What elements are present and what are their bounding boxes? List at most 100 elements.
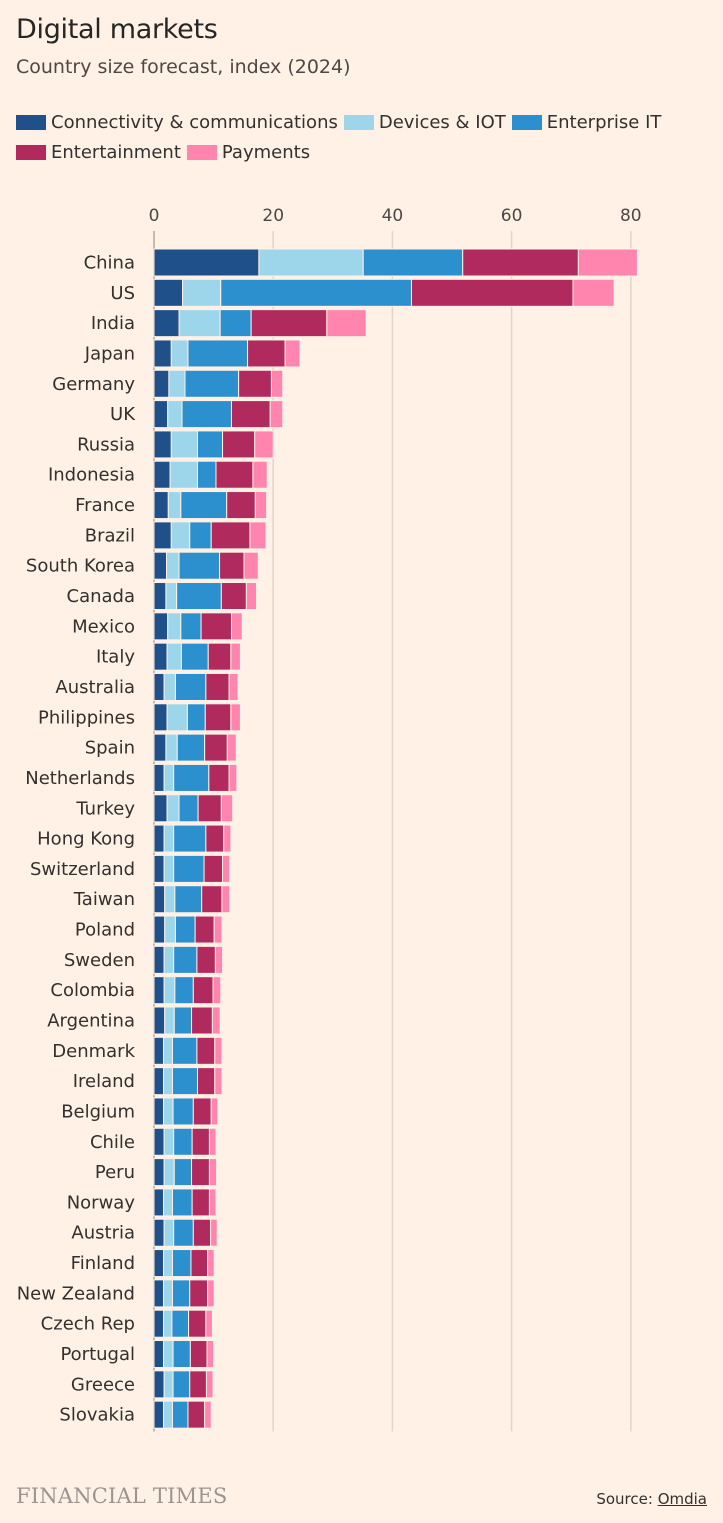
bar-segment: [164, 885, 176, 914]
bar-segment: [173, 824, 207, 853]
bar-segment: [207, 642, 232, 671]
bar-segment: [153, 1158, 165, 1187]
bar-segment: [173, 854, 205, 883]
bar-segment: [171, 1309, 190, 1338]
bar-segment: [207, 1279, 215, 1308]
bar-segment: [163, 1188, 173, 1217]
bar-segment: [180, 612, 202, 641]
bar-segment: [187, 1400, 206, 1429]
bar-segment: [214, 1036, 223, 1065]
bar-segment: [186, 703, 206, 732]
bar-segment: [182, 278, 222, 307]
bar-segment: [153, 369, 170, 398]
bar-segment: [172, 1370, 191, 1399]
bar-segment: [163, 1309, 173, 1338]
bar-segment: [153, 854, 165, 883]
legend-label: Connectivity & communications: [51, 111, 338, 133]
bar-segment: [191, 1127, 210, 1156]
bar-segment: [166, 642, 182, 671]
bar-segment: [153, 400, 169, 429]
bar-segment: [254, 430, 274, 459]
category-label: Argentina: [47, 1011, 135, 1032]
category-label: Australia: [55, 677, 135, 698]
bar-segment: [178, 309, 221, 338]
category-label: Peru: [95, 1162, 135, 1183]
bar-segment: [153, 1400, 165, 1429]
category-label: Italy: [96, 647, 135, 668]
legend-label: Enterprise IT: [546, 111, 662, 133]
bar-segment: [153, 733, 167, 762]
bar-segment: [190, 1249, 209, 1278]
bar-segment: [173, 1006, 193, 1035]
bar-segment: [173, 1127, 193, 1156]
bar-segment: [269, 400, 284, 429]
bar-segment: [213, 915, 223, 944]
bar-segment: [171, 1249, 192, 1278]
bar-segment: [192, 1218, 212, 1247]
bar-segment: [197, 1067, 216, 1096]
bar-segment: [153, 1188, 165, 1217]
legend-item: Connectivity & communications: [16, 111, 338, 133]
bar-segment: [153, 339, 172, 368]
bar-segment: [170, 339, 189, 368]
category-label: South Korea: [26, 556, 135, 577]
bar-segment: [153, 1218, 165, 1247]
category-label: US: [110, 283, 135, 304]
bar-segment: [284, 339, 301, 368]
category-label: Czech Rep: [41, 1314, 135, 1335]
bar-segment: [201, 885, 223, 914]
category-label: Philippines: [38, 707, 135, 728]
bar-segment: [245, 582, 258, 611]
bar-segment: [153, 612, 169, 641]
bar-segment: [153, 582, 167, 611]
bar-segment: [153, 794, 168, 823]
bar-segment: [174, 672, 207, 701]
bar-segment: [212, 976, 222, 1005]
bar-segment: [410, 278, 574, 307]
bar-segment: [167, 400, 183, 429]
bar-segment: [258, 248, 364, 277]
bar-segment: [153, 1340, 165, 1369]
source-link[interactable]: Omdia: [657, 1490, 707, 1508]
bar-segment: [200, 612, 232, 641]
bar-segment: [153, 1036, 165, 1065]
bar-segment: [163, 1067, 173, 1096]
category-label: India: [91, 313, 135, 334]
bar-segment: [205, 1370, 214, 1399]
bar-segment: [211, 1006, 221, 1035]
x-tick-label: 60: [501, 206, 523, 226]
bar-segment: [173, 763, 210, 792]
bar-segment: [172, 1097, 194, 1126]
bar-segment: [187, 339, 249, 368]
bar-segment: [222, 430, 256, 459]
bar-segment: [153, 945, 165, 974]
category-label: UK: [110, 404, 136, 425]
category-label: Taiwan: [73, 889, 135, 910]
category-label: Chile: [90, 1132, 135, 1153]
bar-segment: [153, 248, 260, 277]
bar-segment: [210, 521, 251, 550]
bar-segment: [238, 369, 272, 398]
bar-segment: [204, 703, 232, 732]
bar-segment: [171, 1036, 198, 1065]
bar-segment: [220, 794, 234, 823]
chart-subtitle: Country size forecast, index (2024): [16, 56, 351, 78]
category-label: Hong Kong: [37, 829, 135, 850]
bar-segment: [189, 1370, 207, 1399]
bar-segment: [173, 1158, 193, 1187]
bar-segment: [171, 1067, 199, 1096]
bar-segment: [153, 824, 165, 853]
bar-segment: [205, 672, 230, 701]
category-label: Ireland: [73, 1071, 135, 1092]
bar-segment: [163, 1370, 174, 1399]
category-label: China: [84, 253, 135, 274]
bar-segment: [153, 915, 166, 944]
category-label: Japan: [84, 343, 135, 364]
category-label: Poland: [75, 920, 135, 941]
chart-title: Digital markets: [16, 14, 218, 45]
bar-segment: [184, 369, 240, 398]
bar-segment: [192, 1097, 212, 1126]
legend-swatch: [186, 144, 217, 160]
legend-item: Entertainment: [16, 141, 181, 163]
bar-segment: [171, 1188, 193, 1217]
